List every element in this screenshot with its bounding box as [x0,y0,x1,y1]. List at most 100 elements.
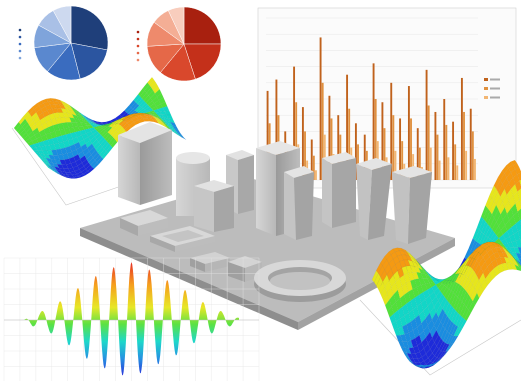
bar [337,115,340,180]
bar [436,134,439,180]
bar [471,131,474,180]
bar [429,147,432,180]
tower-cylinder-top [176,152,210,164]
bar [401,141,404,180]
bar [460,77,463,180]
red-pie-legend [136,30,140,62]
surface-cell [517,188,521,200]
bar [295,102,298,180]
bar [427,105,430,180]
city-towers [118,122,432,244]
legend-dot [136,58,140,62]
block [120,210,168,226]
surface-cell [518,262,521,266]
bar [319,37,322,180]
legend-dot [136,51,140,55]
bar [443,99,446,180]
tower [322,152,356,164]
pie-slice [183,43,222,80]
tower [194,186,214,232]
bar [293,66,296,180]
tower [118,135,140,205]
tower [322,158,332,228]
bar [304,131,306,180]
surface-cell [515,239,521,248]
bar [425,69,428,180]
surface-cell [514,259,521,267]
blue-pie-slices [33,5,109,81]
bar [474,158,476,180]
bar [447,157,450,180]
tower [294,172,314,240]
bar [463,111,465,180]
pie-slice [70,42,108,80]
bar [390,82,393,180]
pie-slice [183,6,222,45]
legend-swatch-2 [484,87,488,90]
bar [372,63,375,180]
pie-slice [167,6,185,45]
pie-slice [52,5,72,44]
tower [226,150,254,160]
surface-cell [516,262,521,269]
bar [321,82,324,180]
surface-cell [514,264,521,271]
tower [238,155,254,214]
bar [374,99,377,180]
legend-dot [18,49,22,53]
surface-right-axis [359,299,521,376]
bar [354,123,357,180]
red-pie-chart [136,6,222,82]
pie-slice [70,5,109,51]
bar [407,86,410,180]
bar [438,160,441,180]
bar [310,139,313,180]
bar [348,108,351,180]
legend-dot [136,37,140,41]
bar [452,121,455,180]
tower [256,148,276,236]
bar [330,118,333,180]
tower [332,158,356,228]
bar [328,95,331,180]
tower [284,166,314,178]
tower [256,141,300,155]
bar [275,79,278,180]
legend-dot [18,42,22,46]
surface-cell [516,260,521,266]
waveform-chart [3,257,260,381]
tower [392,172,410,244]
bar [469,108,472,180]
bar-chart-legend [484,78,500,99]
surface-cell [515,220,521,232]
city-low-blocks [120,210,262,282]
tower [408,172,432,244]
legend-text-1 [490,78,500,81]
red-pie-slices [146,6,222,82]
tower [284,172,296,240]
surface-cell [177,133,185,139]
bar-chart-bars [266,37,476,180]
rainbow-surface-left [11,77,187,206]
legend-dot [136,30,140,34]
city-ring-building [254,260,346,302]
bar [312,155,315,180]
block [120,218,138,236]
bar [392,115,395,180]
tower [140,130,172,205]
legend-swatch-3 [484,96,488,99]
surface-cell [518,263,521,267]
legend-text-2 [490,87,500,90]
surface-left-mesh [13,77,187,179]
surface-cell [517,257,521,263]
surface-cell [515,180,521,192]
bar-chart [257,7,517,189]
bar [394,150,397,180]
block [228,262,245,282]
blue-pie-legend [18,28,22,60]
tower [356,164,372,240]
surface-cell [514,167,521,175]
tower [118,122,172,143]
bar [383,128,386,180]
